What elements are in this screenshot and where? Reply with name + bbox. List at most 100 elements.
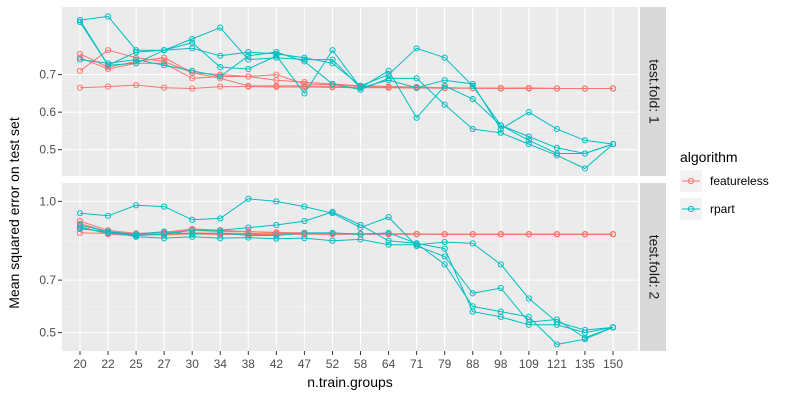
data-point bbox=[525, 295, 532, 302]
data-point bbox=[525, 231, 532, 238]
data-point bbox=[357, 221, 364, 229]
x-tick-label: 42 bbox=[270, 357, 284, 371]
data-point bbox=[385, 241, 392, 248]
data-point bbox=[189, 231, 196, 238]
legend-key-point bbox=[687, 205, 695, 213]
data-point bbox=[609, 324, 617, 331]
data-point bbox=[385, 229, 392, 236]
data-point bbox=[469, 80, 476, 88]
data-point bbox=[385, 77, 392, 84]
data-point bbox=[104, 47, 112, 54]
data-point bbox=[301, 54, 308, 61]
x-tick-label: 22 bbox=[101, 357, 115, 371]
data-point bbox=[189, 216, 196, 223]
x-tick-label: 38 bbox=[242, 357, 256, 371]
data-point bbox=[273, 71, 280, 78]
data-point bbox=[329, 237, 336, 244]
series-line bbox=[79, 228, 614, 345]
data-point bbox=[301, 229, 308, 236]
y-tick-label: 1.0 bbox=[39, 194, 56, 208]
data-point bbox=[497, 261, 504, 268]
panel-background bbox=[62, 183, 638, 351]
data-point bbox=[133, 82, 140, 89]
data-point bbox=[161, 235, 168, 242]
data-point bbox=[581, 231, 589, 238]
data-point bbox=[553, 341, 560, 348]
data-point bbox=[217, 52, 224, 59]
data-point bbox=[245, 232, 252, 239]
data-point bbox=[525, 137, 532, 144]
data-point bbox=[413, 84, 420, 91]
x-tick-label: 34 bbox=[214, 357, 228, 371]
data-point bbox=[385, 75, 392, 82]
legend-entries: featureless rpart bbox=[680, 170, 769, 220]
data-point bbox=[133, 47, 140, 54]
data-point bbox=[76, 18, 84, 26]
data-point bbox=[413, 240, 420, 247]
data-point bbox=[469, 240, 476, 247]
data-point bbox=[161, 47, 168, 54]
data-point bbox=[245, 82, 252, 89]
facet-strip-label: test.fold: 2 bbox=[646, 235, 662, 300]
x-axis: 20 22 25 27 30 34 38 42 47 52 58 64 71 79 88 98 109 121 13… bbox=[73, 351, 623, 371]
data-point bbox=[385, 237, 392, 244]
data-point bbox=[497, 125, 504, 133]
data-point bbox=[133, 231, 140, 238]
legend: algorithm featureless rpart bbox=[680, 149, 769, 220]
x-tick-label: 109 bbox=[519, 357, 539, 371]
data-point bbox=[413, 231, 420, 238]
x-tick-label: 98 bbox=[494, 357, 508, 371]
data-point bbox=[525, 85, 532, 92]
x-tick-label: 121 bbox=[547, 357, 567, 371]
data-point bbox=[525, 313, 532, 320]
data-point bbox=[161, 62, 168, 69]
data-point bbox=[133, 202, 140, 209]
data-point bbox=[301, 90, 308, 97]
data-point bbox=[581, 336, 589, 343]
series-line bbox=[79, 51, 614, 170]
data-point bbox=[609, 85, 617, 92]
data-point bbox=[245, 224, 252, 231]
data-point bbox=[581, 85, 589, 92]
data-point bbox=[245, 56, 252, 63]
data-point bbox=[385, 214, 392, 221]
x-tick-label: 88 bbox=[466, 357, 480, 371]
data-point bbox=[357, 84, 364, 91]
data-point bbox=[273, 198, 280, 205]
data-point bbox=[553, 231, 560, 238]
data-point bbox=[301, 58, 308, 65]
plot-panels: 0.5 0.6 0.7 0.5 0.7 1.0 bbox=[39, 7, 638, 351]
data-point bbox=[76, 210, 84, 217]
data-point bbox=[441, 231, 448, 238]
data-point bbox=[189, 85, 196, 92]
x-tick-label: 27 bbox=[157, 357, 171, 371]
x-axis-title: n.train.groups bbox=[307, 374, 393, 390]
data-point bbox=[385, 83, 392, 90]
data-point bbox=[497, 284, 504, 292]
data-point bbox=[469, 231, 476, 238]
data-point bbox=[217, 229, 224, 236]
data-point bbox=[609, 231, 617, 238]
data-point bbox=[329, 47, 336, 54]
facet-strip bbox=[640, 7, 666, 176]
data-point bbox=[329, 80, 336, 88]
series-rpart bbox=[76, 225, 617, 348]
data-point bbox=[525, 133, 532, 140]
data-point bbox=[469, 95, 476, 103]
x-tick-label: 30 bbox=[186, 357, 200, 371]
data-point bbox=[76, 67, 84, 74]
x-tick-label: 25 bbox=[129, 357, 143, 371]
series-line bbox=[79, 21, 614, 154]
data-point bbox=[133, 56, 140, 63]
data-point bbox=[217, 83, 224, 90]
data-point bbox=[525, 321, 532, 328]
data-point bbox=[497, 122, 504, 129]
series-layer bbox=[76, 13, 617, 348]
y-tick-label: 0.5 bbox=[39, 143, 56, 157]
data-point bbox=[329, 229, 336, 236]
data-point bbox=[76, 225, 84, 233]
data-point bbox=[385, 67, 392, 74]
series-line bbox=[79, 15, 614, 145]
y-tick-label: 0.6 bbox=[39, 105, 56, 119]
